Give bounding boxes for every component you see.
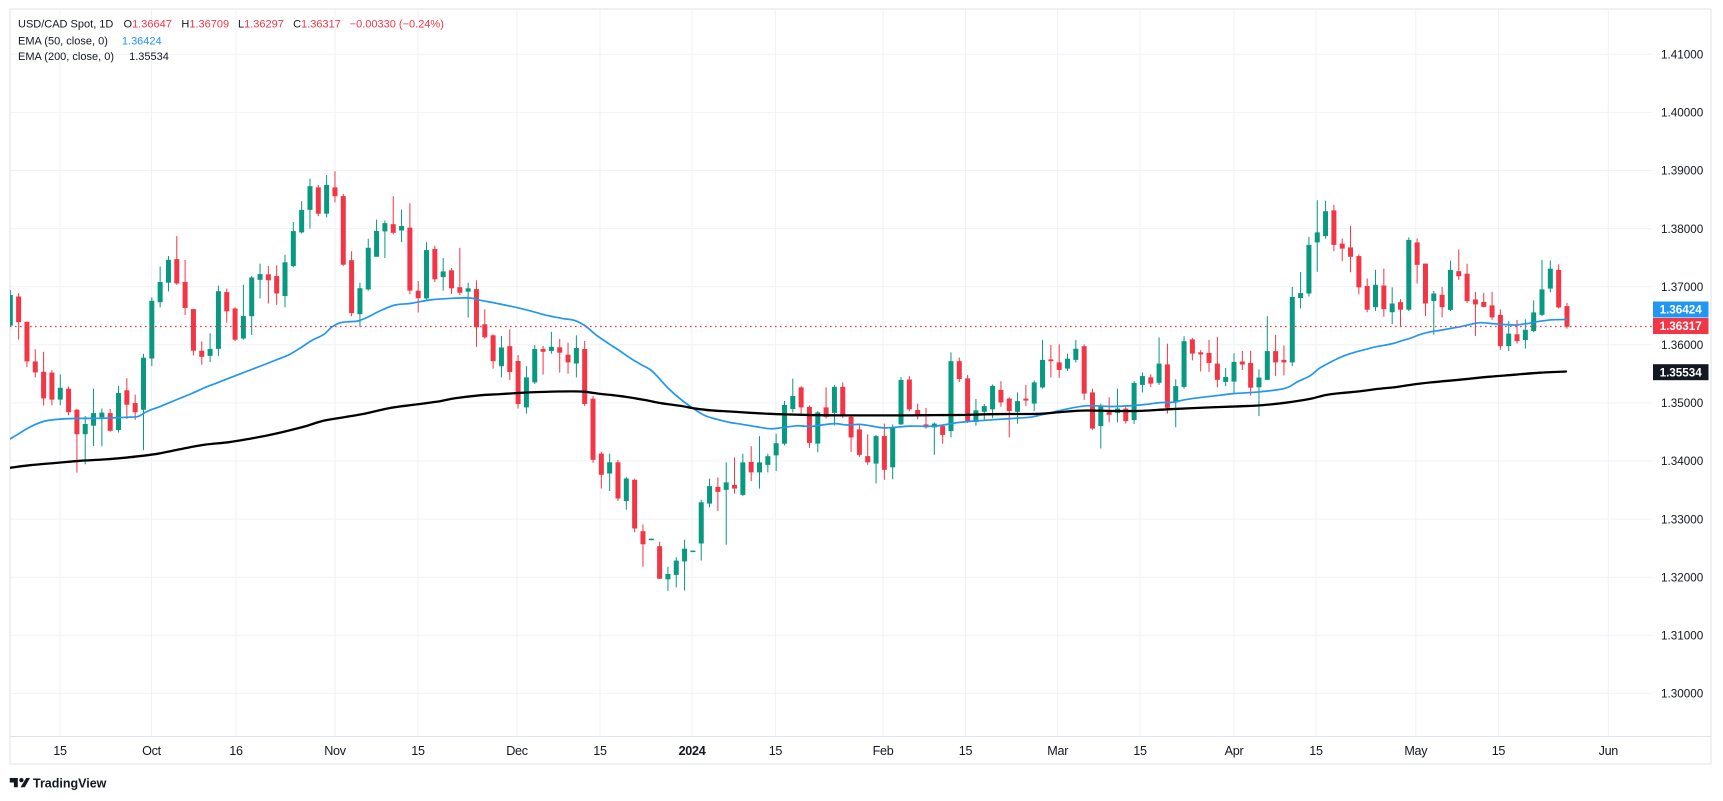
svg-text:1.30000: 1.30000 [1661, 688, 1704, 701]
svg-text:15: 15 [1492, 744, 1506, 758]
svg-text:EMA (200, close, 0)1.35534: EMA (200, close, 0) 1.35534 [18, 51, 169, 63]
svg-text:May: May [1404, 744, 1428, 758]
svg-text:1.31000: 1.31000 [1661, 630, 1704, 643]
svg-text:15: 15 [53, 744, 67, 758]
svg-text:1.36317: 1.36317 [1660, 320, 1702, 333]
svg-text:1.38000: 1.38000 [1661, 223, 1704, 236]
svg-text:15: 15 [1133, 744, 1147, 758]
svg-text:Oct: Oct [142, 744, 161, 758]
svg-text:TradingView: TradingView [33, 777, 107, 791]
svg-text:1.35000: 1.35000 [1661, 397, 1704, 410]
svg-text:1.34000: 1.34000 [1661, 455, 1704, 468]
svg-text:15: 15 [1309, 744, 1323, 758]
svg-text:15: 15 [411, 744, 425, 758]
svg-text:Dec: Dec [506, 744, 528, 758]
svg-text:Mar: Mar [1047, 744, 1068, 758]
svg-text:15: 15 [593, 744, 607, 758]
svg-text:1.41000: 1.41000 [1661, 49, 1704, 62]
svg-text:Jun: Jun [1599, 744, 1619, 758]
svg-text:1.36000: 1.36000 [1661, 339, 1704, 352]
svg-text:1.32000: 1.32000 [1661, 571, 1704, 584]
svg-text:1.35534: 1.35534 [1660, 366, 1703, 379]
svg-text:15: 15 [769, 744, 783, 758]
svg-text:15: 15 [959, 744, 973, 758]
svg-text:EMA (50, close, 0)1.36424: EMA (50, close, 0) 1.36424 [18, 36, 162, 48]
svg-text:16: 16 [229, 744, 243, 758]
svg-text:1.37000: 1.37000 [1661, 281, 1704, 294]
svg-text:Nov: Nov [324, 744, 346, 758]
svg-text:1.40000: 1.40000 [1661, 107, 1704, 120]
svg-text:1.39000: 1.39000 [1661, 165, 1704, 178]
svg-text:1.36424: 1.36424 [1660, 304, 1703, 317]
svg-text:1.33000: 1.33000 [1661, 513, 1704, 526]
svg-text:Feb: Feb [873, 744, 894, 758]
svg-text:2024: 2024 [679, 744, 706, 758]
svg-text:Apr: Apr [1225, 744, 1244, 758]
